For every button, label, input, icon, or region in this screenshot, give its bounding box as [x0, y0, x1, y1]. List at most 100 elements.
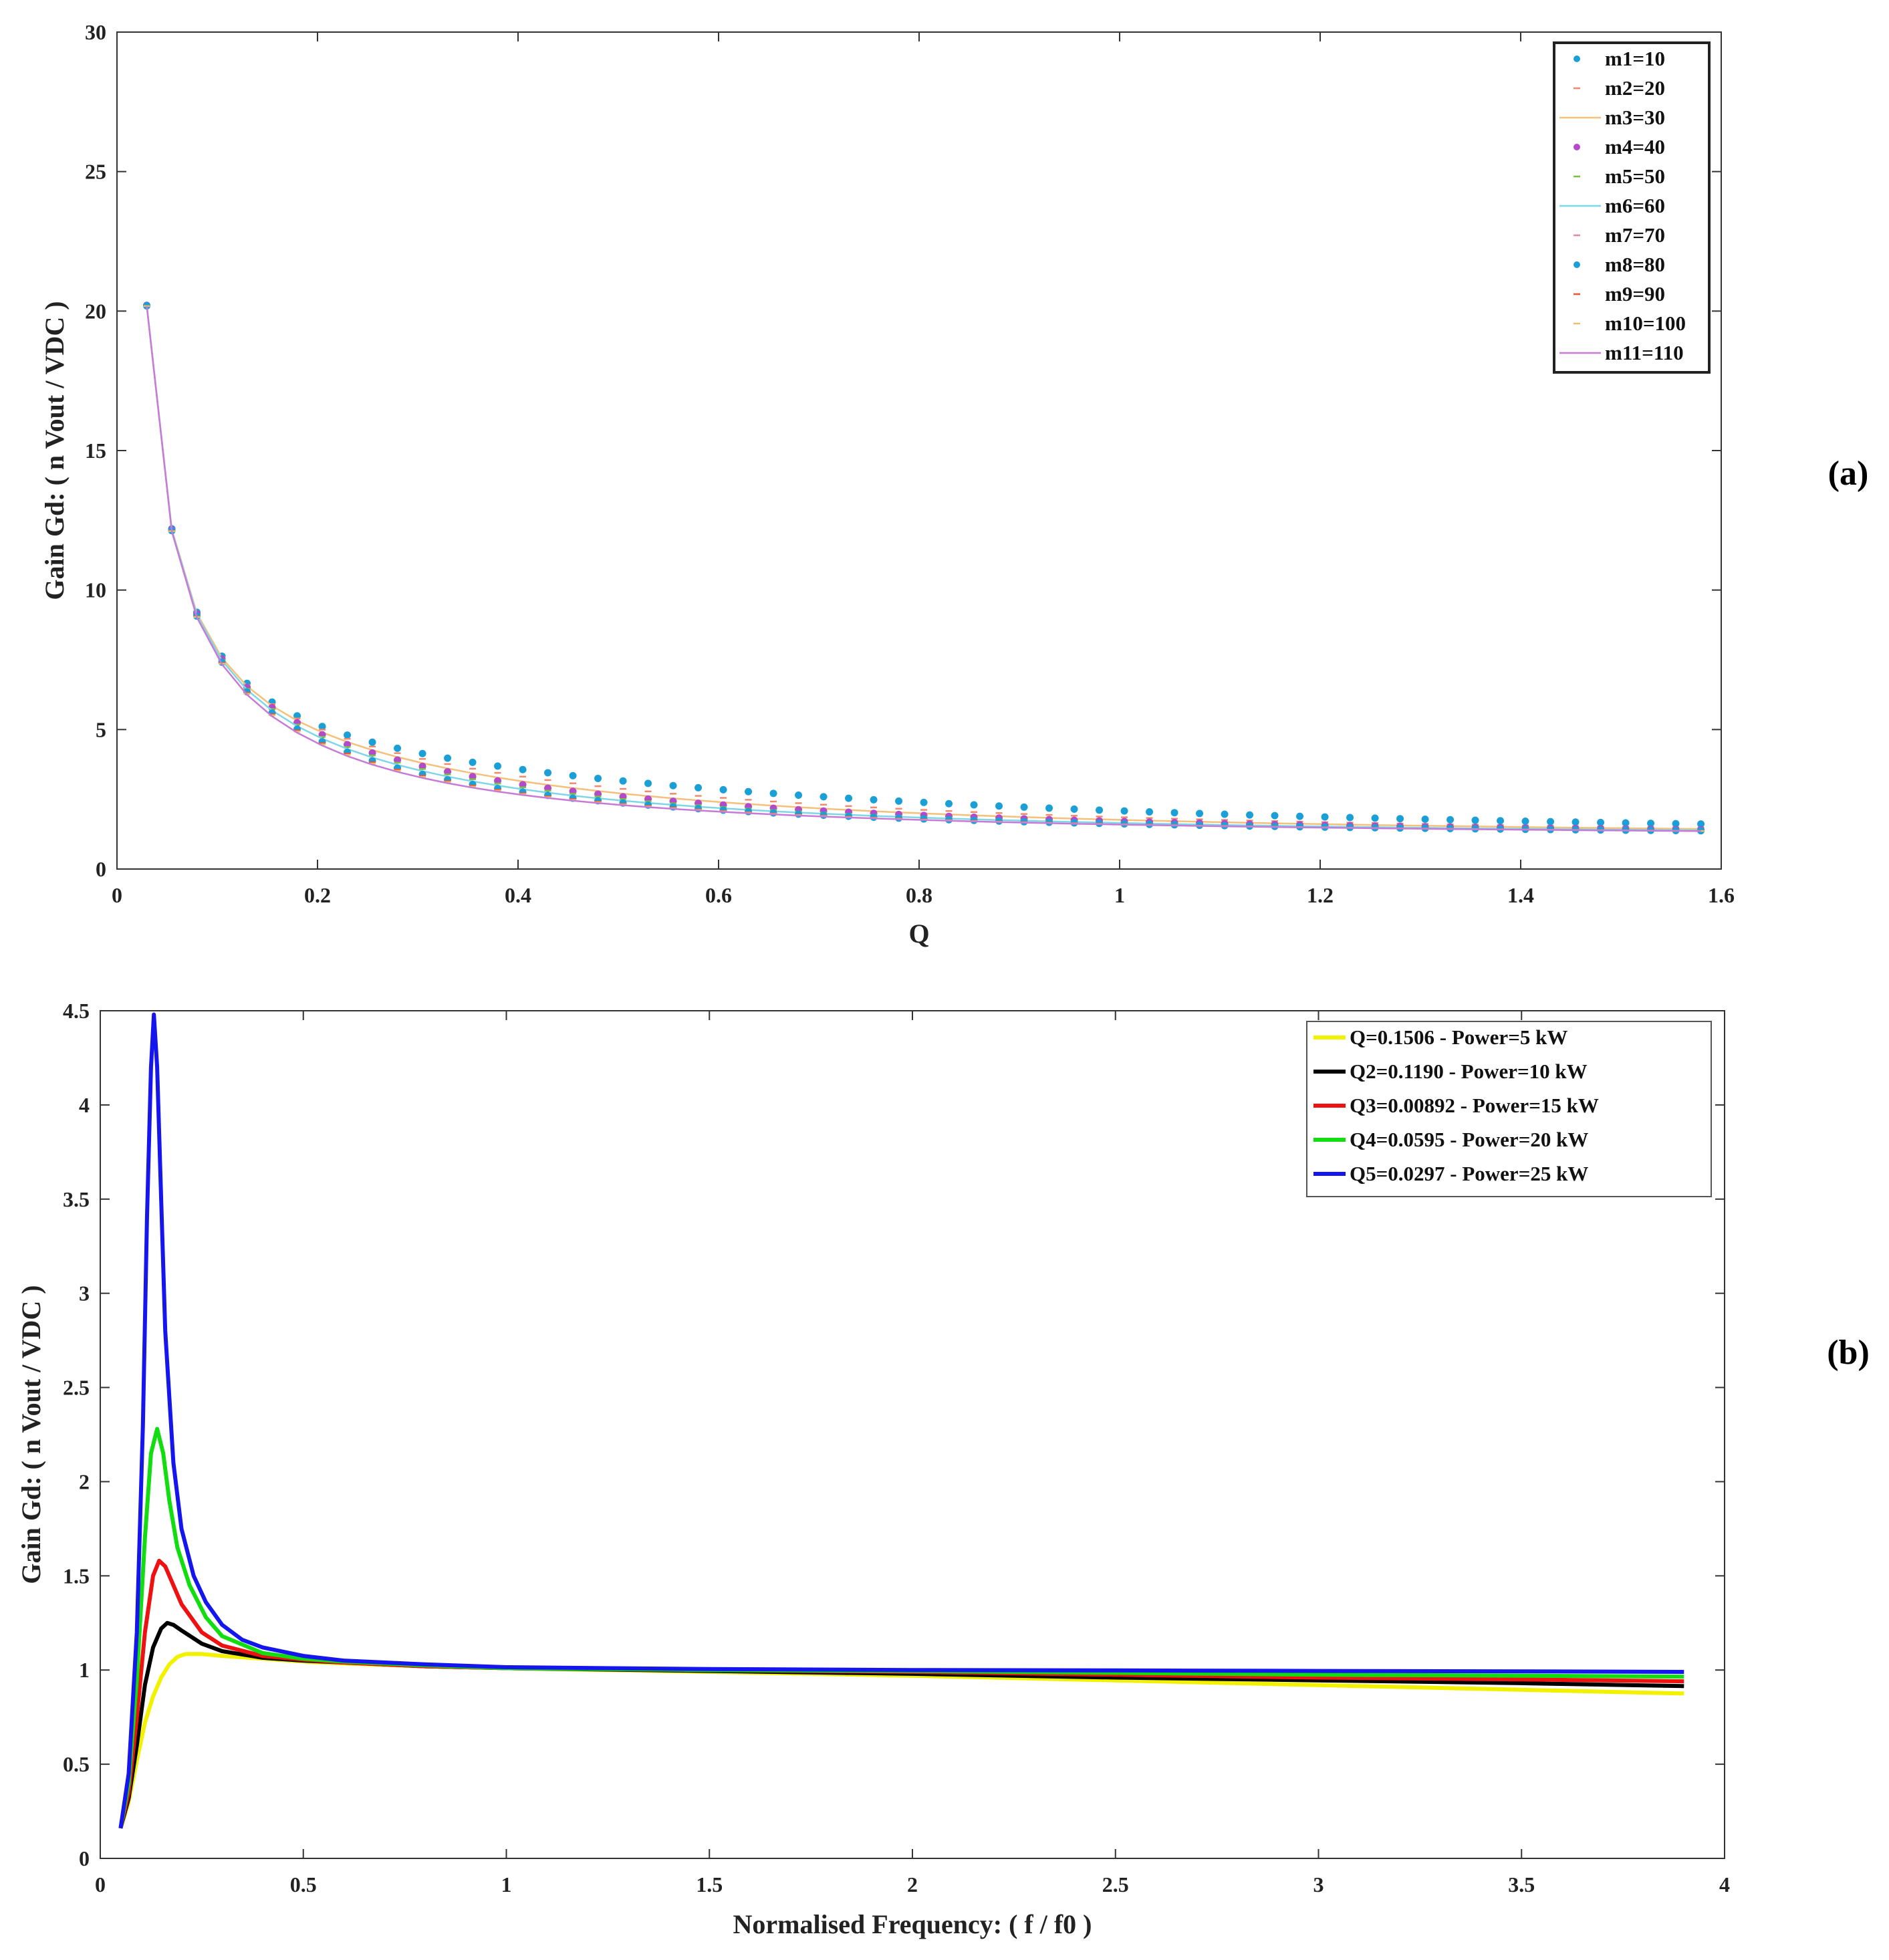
data-point — [469, 758, 477, 766]
x-axis-label: Q — [908, 918, 929, 949]
x-tick-label: 2 — [907, 1872, 918, 1896]
data-point — [1045, 804, 1053, 812]
data-point — [1571, 818, 1580, 826]
legend-item: Q5=0.0297 - Power=25 kW — [1313, 1162, 1588, 1185]
data-point — [970, 801, 978, 809]
legend-marker — [1573, 55, 1580, 62]
legend-item: m3=30 — [1559, 106, 1665, 129]
series-line-Q2=0.1190 - Power=10 kW — [118, 1620, 1684, 1829]
y-tick-label: 15 — [85, 439, 106, 463]
series-m1=10 — [143, 301, 1705, 828]
data-point — [1446, 816, 1455, 824]
y-tick-label: 1 — [79, 1658, 90, 1682]
legend-label: Q4=0.0595 - Power=20 kW — [1350, 1128, 1588, 1151]
y-tick-label: 20 — [85, 299, 106, 323]
data-point — [1070, 805, 1078, 813]
data-point — [1321, 813, 1329, 821]
y-tick-label: 25 — [85, 160, 106, 184]
data-point — [1521, 817, 1529, 825]
data-point — [1020, 803, 1028, 811]
x-tick-label: 1.2 — [1307, 883, 1334, 907]
x-tick-label: 4 — [1719, 1872, 1730, 1896]
series-line-Q=0.1506 - Power=5 kW — [118, 1652, 1684, 1829]
legend-item: m2=20 — [1573, 76, 1665, 100]
y-tick-label: 0 — [96, 857, 106, 881]
data-point — [1622, 819, 1630, 827]
x-tick-label: 0.5 — [290, 1872, 317, 1896]
legend-marker — [1573, 261, 1580, 268]
legend-label: m3=30 — [1605, 106, 1665, 129]
data-point — [1120, 807, 1128, 815]
x-tick-label: 2.5 — [1102, 1872, 1129, 1896]
data-point — [344, 731, 352, 739]
chart-a-gain-vs-q: 0 0.2 0.4 0.6 0.8 1 1.2 1.4 1.6 0 5 10 15 20 25 30 Q Gain… — [39, 20, 1868, 949]
data-point — [745, 787, 753, 795]
data-point — [1246, 811, 1254, 819]
x-tick-label: 0.8 — [906, 883, 932, 907]
panel-label: (a) — [1828, 455, 1869, 493]
legend-label: m4=40 — [1605, 135, 1665, 158]
data-point — [1271, 812, 1279, 820]
data-point — [1547, 818, 1555, 826]
y-tick-label: 5 — [96, 717, 106, 741]
legend-item: Q=0.1506 - Power=5 kW — [1313, 1025, 1567, 1049]
x-tick-label: 1 — [1114, 883, 1125, 907]
data-point — [669, 781, 677, 789]
legend-item: m1=10 — [1573, 47, 1665, 70]
data-point — [494, 762, 502, 770]
plot-area-frame — [116, 31, 1722, 870]
data-point — [1346, 814, 1354, 822]
legend-item: m11=110 — [1559, 341, 1684, 364]
y-tick-label: 3.5 — [63, 1187, 90, 1211]
series-line — [146, 305, 1701, 832]
legend-item: Q4=0.0595 - Power=20 kW — [1313, 1128, 1588, 1151]
x-tick-label: 0.2 — [304, 883, 331, 907]
legend-label: Q5=0.0297 - Power=25 kW — [1350, 1162, 1588, 1185]
y-tick-label: 2 — [79, 1469, 90, 1493]
y-tick-label: 3 — [79, 1281, 90, 1306]
legend: m1=10 m2=20 m3=30 m4=40 m5=50 m6=60 m7=70 m8=80… — [1553, 41, 1711, 374]
data-point — [1146, 808, 1154, 816]
data-point — [569, 771, 577, 779]
data-point — [544, 769, 552, 777]
x-tick-label: 3.5 — [1508, 1872, 1535, 1896]
data-point — [1296, 812, 1304, 820]
data-point — [769, 789, 777, 798]
y-tick-label: 2.5 — [63, 1376, 90, 1400]
x-tick-label: 1.5 — [696, 1872, 723, 1896]
data-point — [368, 738, 376, 746]
data-point — [845, 794, 853, 802]
legend-label: m1=10 — [1605, 47, 1665, 70]
data-point — [318, 723, 326, 731]
legend-label: m5=50 — [1605, 164, 1665, 188]
data-point — [418, 749, 426, 757]
legend-box — [1553, 41, 1711, 374]
legend-label: m8=80 — [1605, 253, 1665, 276]
data-point — [1421, 816, 1429, 824]
y-tick-label: 10 — [85, 578, 106, 602]
legend-item: Q3=0.00892 - Power=15 kW — [1313, 1094, 1599, 1117]
y-tick-label: 0.5 — [63, 1752, 90, 1776]
chart-b-gain-vs-frequency: 0 0.5 1 1.5 2 2.5 3 3.5 4 0 0.5 1 1.5 2 2.5 3 3.5 4 4.5 Nor… — [16, 999, 1870, 1939]
series-m11=110 — [146, 305, 1701, 832]
legend-label: m10=100 — [1605, 312, 1686, 335]
y-tick-label: 1.5 — [63, 1564, 90, 1588]
legend-box — [1306, 1021, 1712, 1197]
data-point — [1647, 820, 1655, 828]
data-point — [895, 797, 903, 805]
data-point — [820, 793, 828, 801]
panel-label: (b) — [1827, 1334, 1870, 1372]
legend-label: Q=0.1506 - Power=5 kW — [1350, 1025, 1567, 1049]
x-axis-label: Normalised Frequency: ( f / f0 ) — [733, 1909, 1092, 1939]
data-point — [394, 744, 402, 752]
data-point — [1371, 814, 1379, 822]
data-point — [644, 779, 652, 787]
y-tick-label: 0 — [79, 1846, 90, 1870]
data-point — [719, 785, 727, 793]
data-point — [945, 800, 953, 808]
legend-label: Q2=0.1190 - Power=10 kW — [1350, 1060, 1588, 1083]
data-point — [519, 765, 527, 773]
data-point — [619, 777, 627, 785]
x-tick-label: 1.6 — [1708, 883, 1735, 907]
